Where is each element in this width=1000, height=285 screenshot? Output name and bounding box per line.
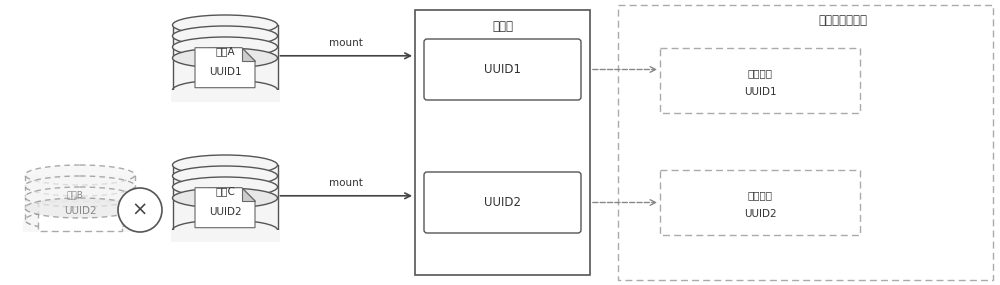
Polygon shape — [242, 48, 255, 61]
Ellipse shape — [25, 187, 135, 207]
Text: UUID1: UUID1 — [209, 67, 241, 77]
Polygon shape — [23, 220, 137, 232]
Text: 虚拟设备: 虚拟设备 — [748, 190, 772, 200]
Polygon shape — [170, 90, 280, 102]
Ellipse shape — [173, 37, 278, 57]
FancyBboxPatch shape — [424, 39, 581, 100]
Polygon shape — [618, 5, 993, 280]
Ellipse shape — [173, 220, 278, 240]
Polygon shape — [195, 188, 255, 228]
Polygon shape — [173, 165, 278, 230]
Ellipse shape — [25, 198, 135, 218]
Ellipse shape — [25, 210, 135, 230]
Circle shape — [118, 188, 162, 232]
Text: UUID2: UUID2 — [64, 205, 96, 215]
Polygon shape — [660, 48, 860, 113]
Text: 磁盘C: 磁盘C — [215, 186, 235, 196]
Text: mount: mount — [329, 38, 363, 48]
FancyBboxPatch shape — [415, 10, 590, 275]
Polygon shape — [38, 201, 122, 231]
Polygon shape — [170, 230, 280, 242]
Text: UUID1: UUID1 — [484, 63, 521, 76]
Text: 磁盘A: 磁盘A — [215, 46, 235, 56]
Ellipse shape — [25, 176, 135, 196]
Ellipse shape — [173, 177, 278, 197]
Text: UUID2: UUID2 — [484, 196, 521, 209]
Ellipse shape — [173, 155, 278, 175]
Text: UUID2: UUID2 — [744, 209, 776, 219]
Ellipse shape — [173, 166, 278, 186]
Text: 磁盘B: 磁盘B — [67, 190, 83, 200]
Polygon shape — [242, 188, 255, 201]
Text: 挂载点: 挂载点 — [492, 19, 513, 32]
Ellipse shape — [173, 26, 278, 46]
Text: UUID2: UUID2 — [209, 207, 241, 217]
Text: UUID1: UUID1 — [744, 87, 776, 97]
Ellipse shape — [173, 48, 278, 68]
FancyBboxPatch shape — [424, 172, 581, 233]
Text: ×: × — [132, 201, 148, 219]
Polygon shape — [25, 175, 135, 220]
Polygon shape — [195, 48, 255, 88]
Text: mount: mount — [329, 178, 363, 188]
Ellipse shape — [173, 188, 278, 208]
Text: 虚拟设备: 虚拟设备 — [748, 68, 772, 78]
Polygon shape — [660, 170, 860, 235]
Ellipse shape — [25, 165, 135, 185]
Ellipse shape — [173, 80, 278, 100]
Ellipse shape — [173, 15, 278, 35]
Polygon shape — [173, 25, 278, 90]
Text: 分布式存储系统: 分布式存储系统 — [818, 15, 868, 27]
